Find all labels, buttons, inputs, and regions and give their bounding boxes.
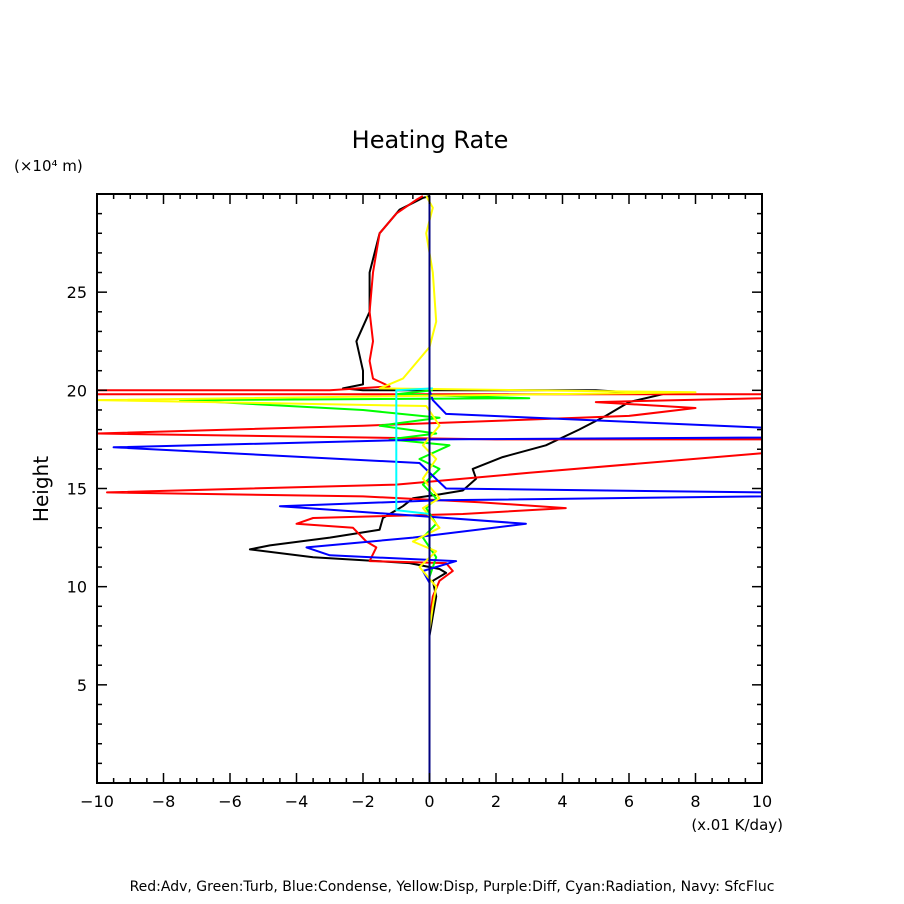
y-tick-label: 10 <box>67 578 87 597</box>
x-tick-label: 8 <box>690 792 700 811</box>
y-tick-label: 25 <box>67 283 87 302</box>
legend-text: Red:Adv, Green:Turb, Blue:Condense, Yell… <box>130 879 775 895</box>
y-tick-label: 15 <box>67 480 87 499</box>
y-axis-label: Height <box>29 456 53 522</box>
series-line-total <box>248 195 664 636</box>
y-unit-label: (×10⁴ m) <box>14 157 83 175</box>
series-line-disp <box>96 195 697 631</box>
x-axis-label: (x.01 K/day) <box>691 816 783 834</box>
series-line-radiation <box>395 387 433 515</box>
x-tick-label: 2 <box>491 792 501 811</box>
x-tick-label: −10 <box>80 792 114 811</box>
x-tick-label: −6 <box>218 792 242 811</box>
x-tick-label: −2 <box>351 792 375 811</box>
plot-lines <box>96 195 763 783</box>
series-line-condense <box>112 389 763 584</box>
chart-title: Heating Rate <box>352 126 509 154</box>
x-tick-label: 10 <box>752 792 772 811</box>
x-tick-label: −8 <box>152 792 176 811</box>
y-tick-label: 20 <box>67 381 87 400</box>
x-tick-label: 4 <box>557 792 567 811</box>
series-line-turb <box>179 389 531 578</box>
x-tick-label: 6 <box>624 792 634 811</box>
x-tick-label: 0 <box>424 792 434 811</box>
axes: −10 −8 −6 −4 −2 0 2 4 6 8 10 5 10 15 20 25 <box>67 193 772 811</box>
y-tick-label: 5 <box>77 676 87 695</box>
x-tick-label: −4 <box>285 792 309 811</box>
